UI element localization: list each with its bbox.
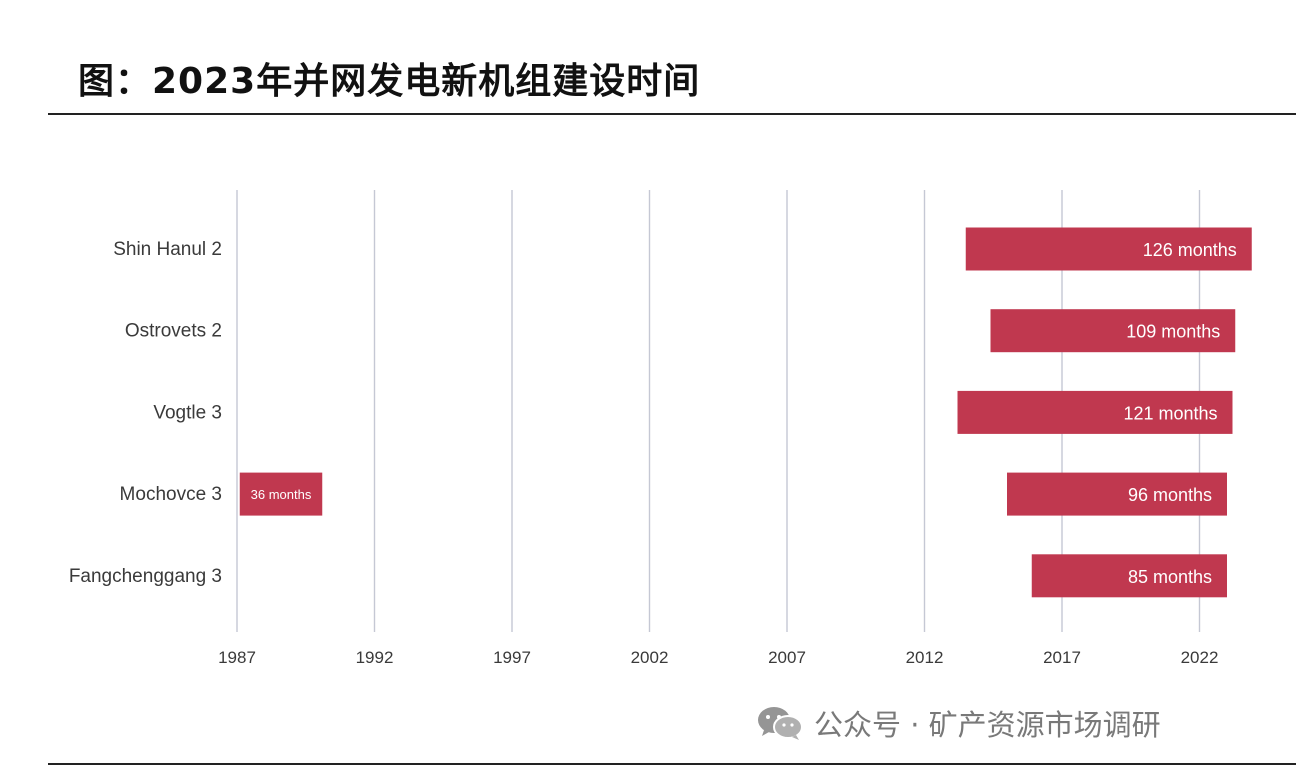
- x-tick-label-1987: 1987: [218, 648, 256, 667]
- category-labels: Shin Hanul 2 Ostrovets 2 Vogtle 3 Mochovce …: [69, 239, 222, 587]
- bar: [239, 472, 323, 516]
- bar: [1031, 554, 1227, 598]
- x-tick-label-2022: 2022: [1181, 648, 1219, 667]
- bar-data-label: 109 months: [1126, 322, 1220, 342]
- bottom-rule: [48, 763, 1296, 765]
- bar: [990, 309, 1236, 353]
- bar-data-label: 121 months: [1123, 403, 1217, 423]
- x-tick-label-1997: 1997: [493, 648, 531, 667]
- x-tick-label-1992: 1992: [356, 648, 394, 667]
- x-tick-label-2017: 2017: [1043, 648, 1081, 667]
- bar-data-label: 85 months: [1128, 567, 1212, 587]
- x-tick-label-2002: 2002: [631, 648, 669, 667]
- category-label: Fangchenggang 3: [69, 566, 222, 587]
- bar-data-label: 96 months: [1128, 485, 1212, 505]
- bar: [957, 390, 1233, 434]
- top-rule: [48, 113, 1296, 115]
- x-tick-label-2007: 2007: [768, 648, 806, 667]
- x-tick-label-2012: 2012: [906, 648, 944, 667]
- chart-title: 图：2023年并网发电新机组建设时间: [78, 61, 701, 102]
- category-label: Shin Hanul 2: [113, 239, 222, 260]
- bar: [1007, 472, 1227, 516]
- bar-data-label: 126 months: [1143, 240, 1237, 260]
- bar: [965, 227, 1252, 271]
- watermark-text: 公众号 · 矿产资源市场调研: [814, 708, 1161, 742]
- category-label: Vogtle 3: [153, 402, 222, 423]
- wechat-icon: [758, 707, 803, 740]
- category-label: Mochovce 3: [120, 484, 222, 505]
- x-axis-tick-labels: 1987 1992 1997 2002 2007 2012 2017 2022: [218, 648, 1218, 667]
- bars: 126 months 109 months 121 months 36 months 8…: [239, 227, 1252, 598]
- watermark: 公众号 · 矿产资源市场调研: [756, 702, 1161, 744]
- category-label: Ostrovets 2: [125, 321, 222, 342]
- bar-data-label: 36 months: [251, 487, 312, 502]
